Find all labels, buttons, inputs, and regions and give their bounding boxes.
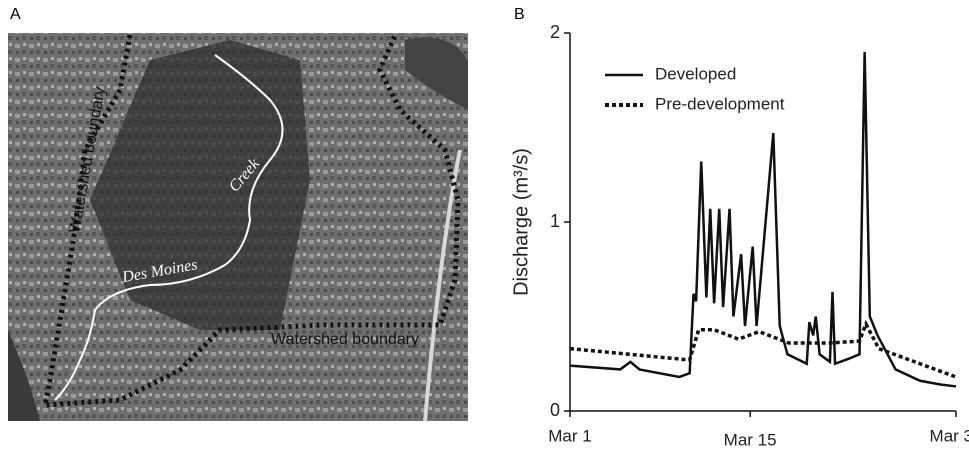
line-series bbox=[569, 51, 957, 388]
map bbox=[8, 33, 468, 421]
line-series bbox=[569, 319, 957, 379]
panel-label: B bbox=[514, 6, 525, 23]
legend-label: Pre-development bbox=[655, 94, 785, 113]
x-tick-label: Mar 31 bbox=[930, 426, 969, 445]
y-tick-label: 0 bbox=[550, 400, 560, 420]
boundary-label: Watershed boundary bbox=[271, 331, 419, 348]
y-tick-label: 2 bbox=[550, 22, 560, 42]
y-tick-label: 1 bbox=[550, 211, 560, 231]
x-tick-label: Mar 15 bbox=[724, 430, 777, 449]
legend-label: Developed bbox=[655, 64, 736, 83]
x-tick-label: Mar 1 bbox=[548, 426, 591, 445]
y-axis-label: Discharge (m³/s) bbox=[510, 148, 532, 296]
panel-label: A bbox=[10, 6, 21, 23]
